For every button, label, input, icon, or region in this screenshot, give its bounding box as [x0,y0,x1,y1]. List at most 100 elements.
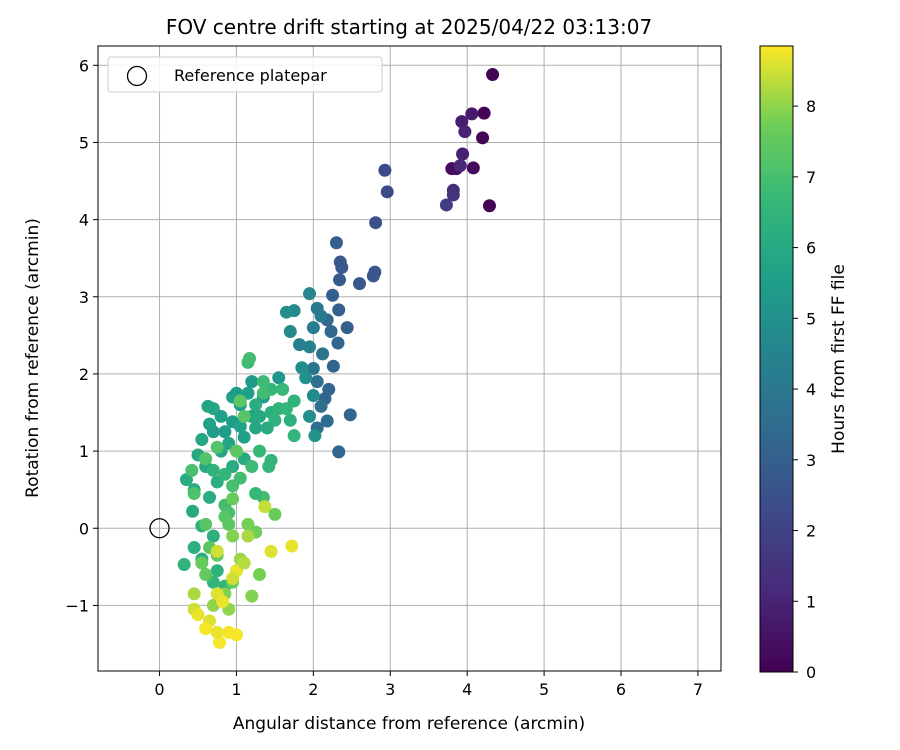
colorbar-ticks: 0 1 2 3 4 5 6 7 8 [793,97,816,682]
data-point [324,324,338,338]
data-point [380,185,394,199]
data-point [210,564,224,578]
grid [98,46,721,671]
data-point [295,361,309,375]
data-point [206,529,220,543]
x-axis-label: Angular distance from reference (arcmin) [233,714,585,734]
data-point [222,517,236,531]
data-point [199,517,213,531]
data-point [283,324,297,338]
data-point [264,544,278,558]
data-point [253,409,267,423]
data-point [249,421,263,435]
data-point [218,467,232,481]
data-point [186,504,200,518]
data-point [256,375,270,389]
data-point [329,236,343,250]
data-point [486,68,500,82]
data-point [303,409,317,423]
data-point [303,287,317,301]
plot-frame [97,45,722,672]
data-point [333,273,347,287]
y-axis-label: Rotation from reference (arcmin) [23,218,43,498]
data-point [210,440,224,454]
y-tick-label: 5 [79,133,89,152]
data-point [237,409,251,423]
y-tick-label: 0 [79,519,89,538]
data-point [465,107,479,121]
data-point [187,587,201,601]
data-point [268,413,282,427]
data-point [201,399,215,413]
data-point [446,188,460,202]
colorbar-label: Hours from first FF file [829,264,849,454]
y-tick-label: 2 [79,365,89,384]
data-point [476,131,490,145]
data-point [226,492,240,506]
data-point [332,303,346,317]
data-point [335,260,349,274]
x-tick-label: 4 [462,680,472,699]
colorbar-tick-label: 8 [806,97,816,116]
data-point [226,479,240,493]
data-point [283,413,297,427]
data-point [299,371,313,385]
data-point [314,399,328,413]
data-point [268,507,282,521]
data-point [233,419,247,433]
data-point [458,125,472,139]
colorbar-tick-label: 5 [806,309,816,328]
data-point [293,338,307,352]
data-point [482,199,496,213]
legend-box [107,56,383,93]
data-point [210,544,224,558]
data-point [285,539,299,553]
data-points [177,68,500,649]
data-point [287,429,301,443]
data-point [466,161,480,175]
y-tick-label: 1 [79,442,89,461]
data-point [185,463,199,477]
data-point [191,608,205,622]
data-point [256,386,270,400]
data-point [258,500,272,514]
x-tick-label: 5 [539,680,549,699]
data-point [306,362,320,376]
data-point [320,414,334,428]
data-point [308,429,322,443]
data-point [199,622,213,636]
data-point [276,382,290,396]
data-point [218,425,232,439]
data-point [331,336,345,350]
data-point [456,147,470,161]
data-point [287,394,301,408]
data-point [249,487,263,501]
x-tick-label: 3 [385,680,395,699]
data-point [310,375,324,389]
data-point [214,409,228,423]
x-axis-ticks: 0 1 2 3 4 5 6 7 [154,671,703,699]
data-point [326,288,340,302]
data-point [233,394,247,408]
data-point [226,571,240,585]
data-point [187,487,201,501]
data-point [199,452,213,466]
data-point [206,425,220,439]
x-tick-label: 1 [231,680,241,699]
data-point [195,433,209,447]
x-tick-label: 0 [154,680,164,699]
data-point [340,321,354,335]
data-point [306,389,320,403]
data-point [237,556,251,570]
colorbar-tick-label: 1 [806,592,816,611]
colorbar: 0 1 2 3 4 5 6 7 8 Hours from first FF file [759,45,849,682]
data-point [245,375,259,389]
data-point [253,444,267,458]
data-point [455,115,469,129]
data-point [195,556,209,570]
data-point [203,490,217,504]
data-point [316,347,330,361]
legend: Reference platepar [107,56,383,93]
data-point [477,106,491,120]
